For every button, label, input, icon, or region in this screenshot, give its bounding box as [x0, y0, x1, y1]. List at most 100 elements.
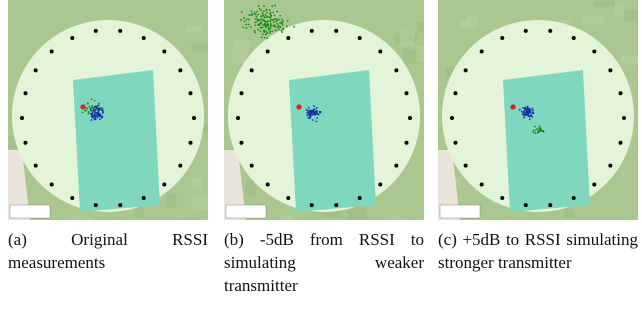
estimate-weak: [261, 36, 263, 38]
anchor-node: [266, 49, 270, 53]
estimate-original: [522, 107, 524, 109]
estimate-original: [307, 110, 309, 112]
caption-text: Original RSSI measurements: [8, 230, 208, 272]
estimate-weak: [265, 30, 267, 32]
estimate-original: [525, 108, 527, 110]
map-texture: [246, 181, 256, 196]
estimate-weak: [275, 18, 277, 20]
anchor-node: [162, 183, 166, 187]
estimate-weak: [85, 107, 87, 109]
anchor-node: [572, 196, 576, 200]
estimate-weak: [262, 12, 264, 14]
caption-label: (a): [8, 230, 27, 249]
anchor-node: [250, 68, 254, 72]
anchor-node: [450, 116, 454, 120]
estimate-original: [533, 112, 535, 114]
estimate-weak: [263, 29, 265, 31]
map-texture: [593, 0, 615, 6]
estimate-original: [313, 105, 315, 107]
map-texture: [417, 22, 424, 32]
estimate-weak: [251, 13, 253, 15]
anchor-node: [286, 196, 290, 200]
estimate-weak: [87, 102, 89, 104]
building: [289, 70, 376, 212]
estimate-weak: [260, 18, 262, 20]
estimate-weak: [267, 16, 269, 18]
estimate-weak: [250, 14, 252, 16]
estimate-weak: [264, 20, 266, 22]
estimate-original: [527, 110, 529, 112]
estimate-weak: [244, 21, 246, 23]
map-panel: [224, 0, 424, 220]
estimate-weak: [248, 14, 250, 16]
anchor-node: [189, 141, 193, 145]
caption: (a) Original RSSI measurements: [8, 228, 208, 274]
map-texture: [192, 195, 208, 210]
estimate-weak: [277, 19, 279, 21]
anchor-node: [358, 196, 362, 200]
estimate-original: [315, 121, 317, 123]
estimate-weak: [539, 126, 541, 128]
estimate-weak: [270, 18, 272, 20]
anchor-node: [480, 183, 484, 187]
map-texture: [187, 26, 202, 32]
estimate-weak: [274, 5, 276, 7]
map-texture: [167, 193, 177, 207]
estimate-weak: [246, 27, 248, 29]
anchor-node: [142, 36, 146, 40]
estimate-weak: [264, 17, 266, 19]
estimate-weak: [241, 11, 243, 13]
estimate-original: [94, 115, 96, 117]
estimate-weak: [276, 23, 278, 25]
true-position: [510, 104, 515, 109]
anchor-node: [408, 116, 412, 120]
estimate-original: [523, 117, 525, 119]
map-texture: [583, 16, 605, 24]
figure: (a) Original RSSI measurements (b) -5dB …: [0, 0, 642, 320]
estimate-weak: [255, 18, 257, 20]
estimate-weak: [88, 111, 90, 113]
estimate-weak: [257, 14, 259, 16]
estimate-weak: [91, 105, 93, 107]
anchor-node: [23, 91, 27, 95]
estimate-weak: [245, 24, 247, 26]
estimate-weak: [534, 132, 536, 134]
estimate-original: [92, 112, 94, 114]
map-panel: [8, 0, 208, 220]
anchor-node: [453, 141, 457, 145]
estimate-weak: [266, 32, 268, 34]
estimate-weak: [270, 26, 272, 28]
anchor-node: [189, 91, 193, 95]
estimate-weak: [534, 126, 536, 128]
anchor-node: [453, 91, 457, 95]
estimate-weak: [266, 37, 268, 39]
estimate-original: [306, 114, 308, 116]
estimate-original: [308, 112, 310, 114]
map-texture: [467, 15, 478, 27]
estimate-weak: [543, 131, 545, 133]
estimate-weak: [246, 19, 248, 21]
map-texture: [231, 51, 246, 64]
estimate-original: [521, 111, 523, 113]
estimate-weak: [256, 21, 258, 23]
estimate-weak: [281, 31, 283, 33]
estimate-weak: [261, 27, 263, 29]
estimate-weak: [277, 25, 279, 27]
estimate-weak: [266, 12, 268, 14]
estimate-weak: [278, 28, 280, 30]
true-position: [80, 104, 85, 109]
anchor-node: [464, 164, 468, 168]
estimate-original: [99, 119, 101, 121]
anchor-node: [266, 183, 270, 187]
anchor-node: [162, 49, 166, 53]
estimate-original: [524, 107, 526, 109]
estimate-original: [524, 111, 526, 113]
anchor-node: [34, 164, 38, 168]
anchor-node: [178, 68, 182, 72]
estimate-weak: [263, 5, 265, 7]
estimate-weak: [84, 110, 86, 112]
anchor-node: [310, 203, 314, 207]
estimate-original: [523, 114, 525, 116]
estimate-weak: [269, 17, 271, 19]
estimate-weak: [272, 19, 274, 21]
